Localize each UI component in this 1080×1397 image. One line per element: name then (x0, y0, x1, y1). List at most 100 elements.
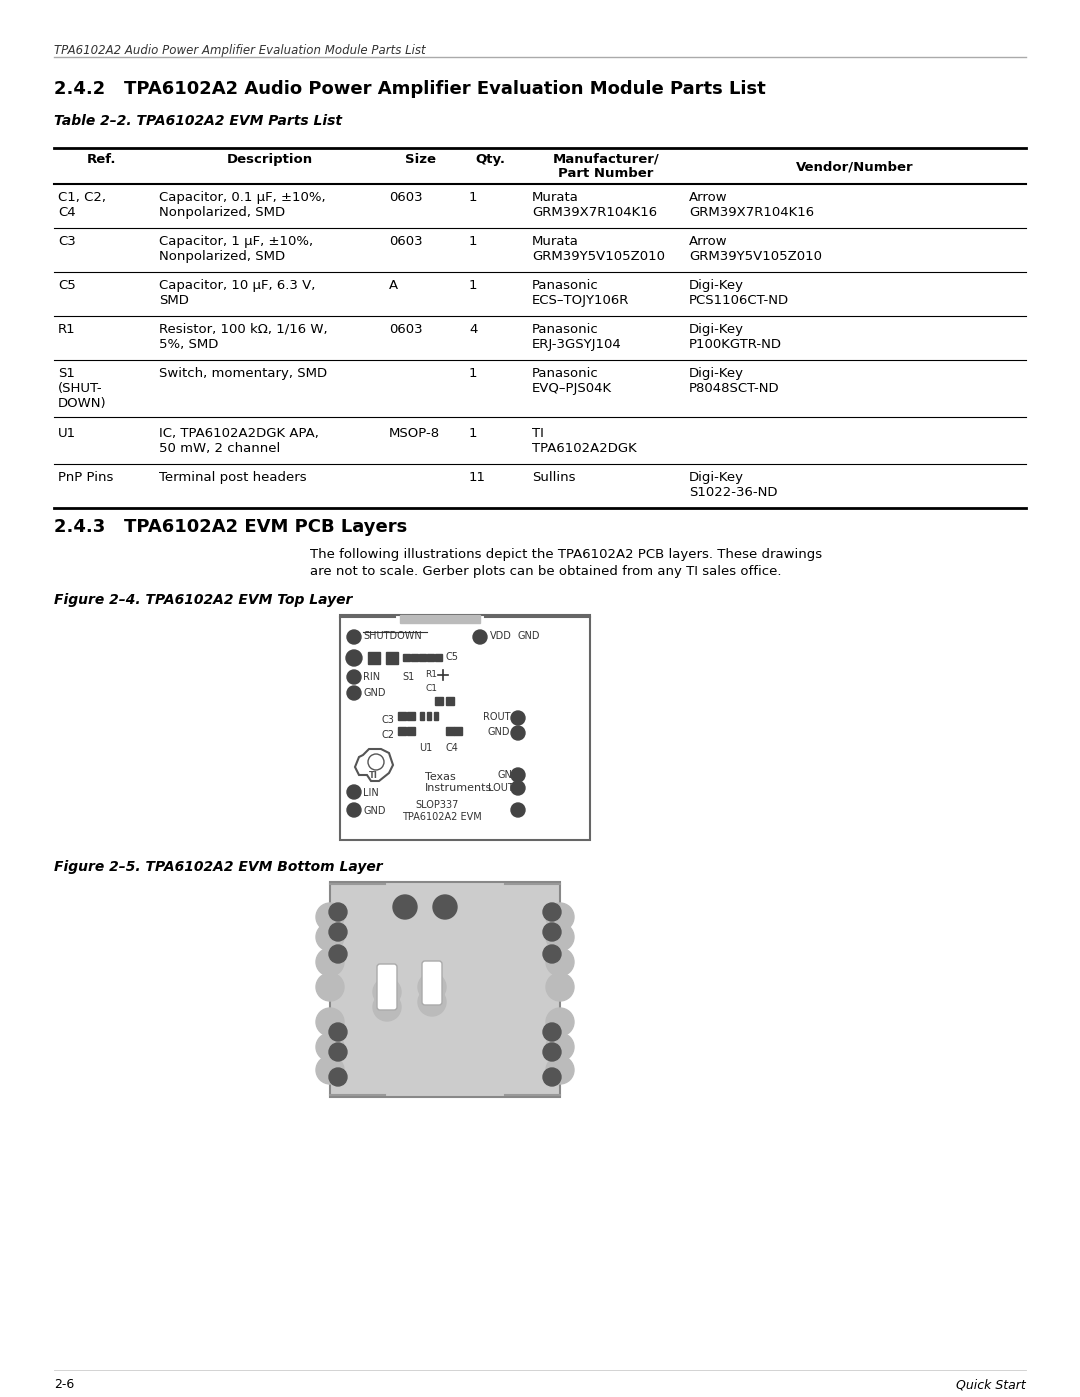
Circle shape (546, 923, 573, 951)
Text: VDD: VDD (490, 631, 512, 641)
Text: Capacitor, 1 μF, ±10%,
Nonpolarized, SMD: Capacitor, 1 μF, ±10%, Nonpolarized, SMD (159, 235, 313, 263)
Text: 11: 11 (469, 471, 486, 483)
Bar (400, 615, 480, 623)
Bar (446, 726, 454, 735)
Text: 4: 4 (469, 323, 477, 337)
Text: Figure 2–4. TPA6102A2 EVM Top Layer: Figure 2–4. TPA6102A2 EVM Top Layer (54, 592, 352, 608)
Circle shape (511, 726, 525, 740)
Circle shape (546, 972, 573, 1002)
FancyBboxPatch shape (377, 964, 397, 1010)
Circle shape (384, 985, 389, 989)
Circle shape (473, 630, 487, 644)
Text: C1, C2,
C4: C1, C2, C4 (58, 191, 106, 219)
Text: S1: S1 (402, 672, 415, 682)
Circle shape (393, 895, 417, 919)
Text: LOUT: LOUT (488, 782, 514, 793)
Text: GND: GND (518, 631, 540, 641)
Bar (435, 654, 442, 661)
Circle shape (546, 1032, 573, 1060)
Text: Capacitor, 0.1 μF, ±10%,
Nonpolarized, SMD: Capacitor, 0.1 μF, ±10%, Nonpolarized, S… (159, 191, 326, 219)
Text: RIN: RIN (363, 672, 380, 682)
Text: IC, TPA6102A2DGK APA,
50 mW, 2 channel: IC, TPA6102A2DGK APA, 50 mW, 2 channel (159, 427, 319, 455)
Text: Murata
GRM39Y5V105Z010: Murata GRM39Y5V105Z010 (532, 235, 665, 263)
Text: LIN: LIN (363, 788, 379, 798)
Text: Digi-Key
S1022-36-ND: Digi-Key S1022-36-ND (689, 471, 778, 499)
Text: S1
(SHUT-
DOWN): S1 (SHUT- DOWN) (58, 367, 107, 409)
Text: Resistor, 100 kΩ, 1/16 W,
5%, SMD: Resistor, 100 kΩ, 1/16 W, 5%, SMD (159, 323, 327, 351)
Circle shape (347, 630, 361, 644)
Bar (407, 712, 415, 719)
Circle shape (543, 1023, 561, 1041)
Text: GND: GND (487, 726, 510, 738)
Text: MSOP-8: MSOP-8 (389, 427, 441, 440)
Bar (407, 726, 415, 735)
Circle shape (316, 1009, 345, 1037)
Text: C1: C1 (426, 685, 437, 693)
Circle shape (418, 972, 446, 1002)
Text: Ref.: Ref. (87, 154, 117, 166)
Bar (420, 712, 424, 719)
Circle shape (384, 1000, 389, 1004)
Text: ROUT: ROUT (483, 712, 510, 722)
Circle shape (329, 1023, 347, 1041)
FancyBboxPatch shape (422, 961, 442, 1004)
Text: 0603: 0603 (389, 323, 422, 337)
Circle shape (543, 1067, 561, 1085)
Bar (368, 652, 380, 664)
Circle shape (511, 781, 525, 795)
Text: C5: C5 (58, 279, 76, 292)
Text: Arrow
GRM39Y5V105Z010: Arrow GRM39Y5V105Z010 (689, 235, 822, 263)
Text: are not to scale. Gerber plots can be obtained from any TI sales office.: are not to scale. Gerber plots can be ob… (310, 564, 782, 578)
Text: C3: C3 (382, 715, 395, 725)
Circle shape (347, 785, 361, 799)
Text: Figure 2–5. TPA6102A2 EVM Bottom Layer: Figure 2–5. TPA6102A2 EVM Bottom Layer (54, 861, 382, 875)
Bar (427, 654, 434, 661)
Text: R1: R1 (426, 671, 437, 679)
Circle shape (316, 972, 345, 1002)
Circle shape (347, 671, 361, 685)
Bar (435, 697, 443, 705)
Text: C5: C5 (445, 652, 458, 662)
Text: Digi-Key
PCS1106CT-ND: Digi-Key PCS1106CT-ND (689, 279, 789, 307)
Text: Part Number: Part Number (558, 168, 653, 180)
Circle shape (543, 902, 561, 921)
Text: A: A (389, 279, 399, 292)
Text: U1: U1 (58, 427, 76, 440)
Circle shape (546, 949, 573, 977)
Circle shape (329, 902, 347, 921)
Text: 1: 1 (469, 367, 477, 380)
Bar (419, 654, 426, 661)
Text: SHUTDOWN: SHUTDOWN (363, 631, 422, 641)
Text: 1: 1 (469, 191, 477, 204)
Circle shape (433, 895, 457, 919)
Bar (446, 697, 454, 705)
Text: R1: R1 (58, 323, 76, 337)
Circle shape (316, 902, 345, 930)
Circle shape (316, 949, 345, 977)
Bar (403, 654, 410, 661)
Text: SLOP337: SLOP337 (415, 800, 458, 810)
Circle shape (543, 923, 561, 942)
Bar (399, 726, 406, 735)
Text: Capacitor, 10 μF, 6.3 V,
SMD: Capacitor, 10 μF, 6.3 V, SMD (159, 279, 315, 307)
Text: 0603: 0603 (389, 191, 422, 204)
Text: C3: C3 (58, 235, 76, 249)
Bar (386, 652, 399, 664)
Text: Arrow
GRM39X7R104K16: Arrow GRM39X7R104K16 (689, 191, 814, 219)
Text: Texas: Texas (426, 773, 456, 782)
Text: Terminal post headers: Terminal post headers (159, 471, 307, 483)
Circle shape (347, 803, 361, 817)
Text: The following illustrations depict the TPA6102A2 PCB layers. These drawings: The following illustrations depict the T… (310, 548, 822, 562)
Bar (427, 712, 431, 719)
Text: Switch, momentary, SMD: Switch, momentary, SMD (159, 367, 327, 380)
Text: 2-6: 2-6 (54, 1377, 75, 1391)
Bar (330, 882, 561, 1097)
Text: Sullins: Sullins (532, 471, 576, 483)
Text: Digi-Key
P100KGTR-ND: Digi-Key P100KGTR-ND (689, 323, 782, 351)
Text: Description: Description (227, 154, 313, 166)
Circle shape (511, 768, 525, 782)
Text: Quick Start: Quick Start (956, 1377, 1026, 1391)
Circle shape (373, 978, 401, 1006)
Circle shape (543, 944, 561, 963)
Circle shape (346, 650, 362, 666)
